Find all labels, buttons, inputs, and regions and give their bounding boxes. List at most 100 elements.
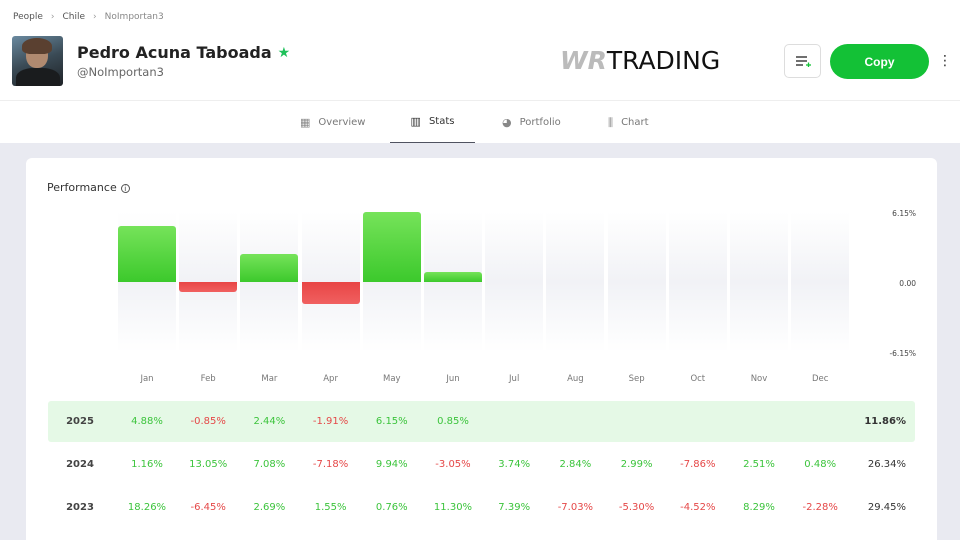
star-icon[interactable]: ★ <box>277 44 291 61</box>
month-value-cell <box>546 401 604 442</box>
chart-column <box>607 212 666 352</box>
month-value-cell: -5.30% <box>618 502 655 513</box>
y-tick-label: 0.00 <box>899 279 916 288</box>
year-cell: 2023 <box>66 502 94 513</box>
bar-chart-icon: ▥ <box>410 115 421 128</box>
chart-column <box>668 212 727 352</box>
month-value-cell: 18.26% <box>127 502 167 513</box>
chevron-right-icon: › <box>93 12 97 22</box>
month-label: Feb <box>200 374 216 384</box>
performance-title: Performance i <box>47 181 130 194</box>
chart-column <box>730 212 788 352</box>
breadcrumb-people[interactable]: People <box>13 12 43 22</box>
month-value-cell: 9.94% <box>375 459 408 470</box>
breadcrumb: People › Chile › NoImportan3 <box>13 12 164 22</box>
chart-bar-jun[interactable] <box>424 272 482 282</box>
month-value-cell: 4.88% <box>131 416 163 427</box>
candlestick-icon: ⫼ <box>608 115 614 129</box>
table-row: 2024 1.16% 13.05% 7.08% -7.18% 9.94% -3.05% 3.7… <box>48 444 915 485</box>
month-label: Sep <box>628 374 645 384</box>
month-value-cell: -4.52% <box>680 502 716 513</box>
month-label: Mar <box>261 374 278 384</box>
month-value-cell <box>608 401 666 442</box>
tab-label: Overview <box>318 117 366 128</box>
month-value-cell: 1.16% <box>131 459 163 470</box>
month-value-cell: -6.45% <box>190 502 226 513</box>
month-value-cell: 2.99% <box>620 459 653 470</box>
chart-bar-feb[interactable] <box>179 282 238 292</box>
month-value-cell <box>669 401 727 442</box>
month-value-cell: 13.05% <box>189 459 228 470</box>
tab-label: Portfolio <box>519 117 561 128</box>
year-cell: 2024 <box>66 459 94 470</box>
month-value-cell: 7.08% <box>253 459 286 470</box>
tab-portfolio[interactable]: ◕ Portfolio <box>502 101 561 144</box>
copy-button[interactable]: Copy <box>830 44 929 79</box>
chart-column <box>791 212 850 352</box>
performance-title-text: Performance <box>47 181 117 194</box>
info-icon[interactable]: i <box>120 184 130 193</box>
month-value-cell <box>730 401 788 442</box>
more-vertical-icon[interactable]: ⋮ <box>938 53 952 69</box>
month-label: Nov <box>750 374 768 384</box>
month-value-cell: 0.85% <box>437 416 469 427</box>
breadcrumb-country[interactable]: Chile <box>62 12 86 22</box>
month-label: Aug <box>567 374 584 384</box>
grid-icon: ▦ <box>300 116 311 129</box>
month-label: May <box>383 374 401 384</box>
chart-column <box>485 212 544 352</box>
month-value-cell <box>791 401 849 442</box>
chart-column <box>424 212 482 352</box>
watermark-logo: WR TRADING <box>560 46 721 75</box>
list-add-icon <box>795 56 811 67</box>
tab-overview[interactable]: ▦ Overview <box>300 101 376 144</box>
profile-name: Pedro Acuna Taboada <box>77 43 272 62</box>
month-value-cell: 0.76% <box>375 502 408 513</box>
month-value-cell: 3.74% <box>498 459 531 470</box>
chart-bar-mar[interactable] <box>240 254 299 282</box>
tab-chart[interactable]: ⫼ Chart <box>608 101 649 144</box>
month-value-cell: -3.05% <box>435 459 471 470</box>
month-value-cell: 2.51% <box>743 459 775 470</box>
profile-name-row: Pedro Acuna Taboada ★ <box>77 43 290 62</box>
tab-bar: ▦ Overview ▥ Stats ◕ Portfolio ⫼ Chart <box>0 100 960 144</box>
year-total-cell: 29.45% <box>867 502 906 513</box>
month-value-cell: -0.85% <box>190 416 226 427</box>
month-value-cell: 8.29% <box>743 502 775 513</box>
chart-column <box>546 212 605 352</box>
chart-bar-jan[interactable] <box>118 226 176 282</box>
tab-label: Stats <box>428 116 455 127</box>
month-value-cell: 6.15% <box>375 416 408 427</box>
year-total-cell: 26.34% <box>867 459 906 470</box>
table-row: 2025 4.88% -0.85% 2.44% -1.91% 6.15% 0.85% 11.8… <box>48 401 915 442</box>
month-label: Jan <box>140 374 154 384</box>
month-value-cell: -7.18% <box>312 459 349 470</box>
month-value-cell: -7.86% <box>680 459 716 470</box>
tab-stats[interactable]: ▥ Stats <box>390 101 475 144</box>
month-label: Dec <box>811 374 829 384</box>
table-row: 2023 18.26% -6.45% 2.69% 1.55% 0.76% 11.30% 7.3… <box>48 487 915 528</box>
y-tick-label: 6.15% <box>892 209 916 218</box>
add-to-list-button[interactable] <box>784 44 821 78</box>
month-value-cell: 0.48% <box>804 459 837 470</box>
month-label: Oct <box>690 374 706 384</box>
month-value-cell: 2.44% <box>253 416 286 427</box>
y-tick-label: -6.15% <box>889 349 916 358</box>
chart-bar-may[interactable] <box>362 212 421 282</box>
chart-bar-apr[interactable] <box>301 282 360 304</box>
avatar <box>12 36 63 86</box>
month-value-cell: -2.28% <box>802 502 838 513</box>
year-cell: 2025 <box>66 416 94 427</box>
month-value-cell: -7.03% <box>557 502 594 513</box>
month-value-cell: -1.91% <box>312 416 349 427</box>
month-value-cell: 7.39% <box>498 502 531 513</box>
chart-column <box>240 212 299 352</box>
month-label: Jun <box>446 374 460 384</box>
month-label: Jul <box>509 374 520 384</box>
month-value-cell: 2.84% <box>559 459 592 470</box>
month-label: Apr <box>323 374 338 384</box>
breadcrumb-current: NoImportan3 <box>104 12 164 22</box>
profile-handle: @NoImportan3 <box>77 65 164 79</box>
chevron-right-icon: › <box>50 12 55 22</box>
month-value-cell: 11.30% <box>433 502 473 513</box>
